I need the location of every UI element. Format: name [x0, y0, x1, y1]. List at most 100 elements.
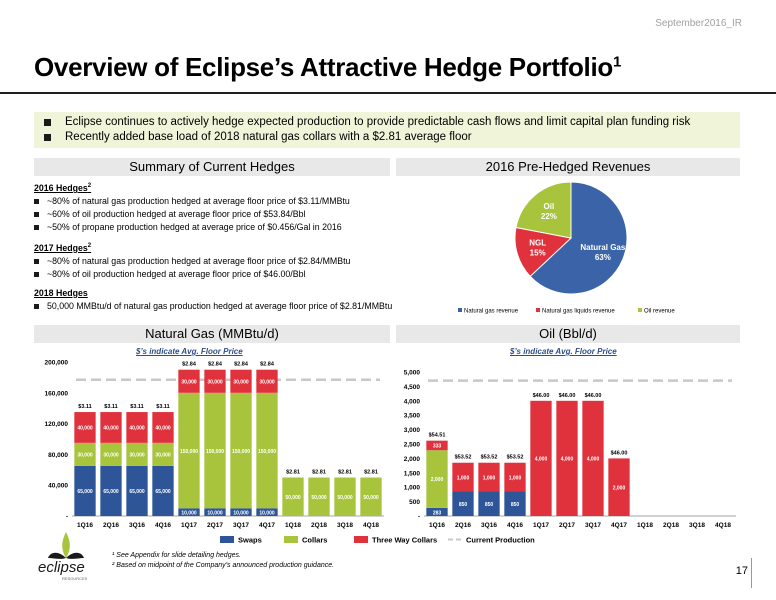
x-tick-label: 3Q18 — [337, 522, 353, 529]
hedge-item: 50,000 MMBtu/d of natural gas production… — [34, 300, 394, 313]
pie-legend-swatch — [458, 308, 462, 312]
bar-segment-three-way-collars — [426, 440, 448, 451]
bar-value-label: 65,000 — [77, 489, 93, 495]
bar-value-label: 10,000 — [207, 511, 223, 517]
y-tick-label: 3,500 — [404, 413, 421, 420]
hedge-item: ~80% of oil production hedged at average… — [34, 268, 394, 281]
floor-price-label: $2.84 — [208, 362, 223, 368]
logo-wordmark: eclipse — [38, 559, 85, 576]
page-number-divider — [751, 558, 752, 588]
bar-segment-swaps — [504, 491, 526, 516]
pie-legend-label: Oil revenue — [644, 309, 675, 315]
y-tick-label: 80,000 — [48, 452, 68, 459]
logo-subtext: RESOURCES — [62, 576, 88, 581]
bar-segment-three-way-collars — [256, 369, 278, 393]
bar-segment-swaps — [152, 465, 174, 516]
bar-value-label: 1,000 — [509, 475, 522, 481]
bar-value-label: 333 — [433, 444, 442, 450]
x-tick-label: 4Q17 — [259, 522, 275, 529]
bar-segment-three-way-collars — [582, 400, 604, 516]
pie-slice-oil — [515, 181, 572, 239]
bar-value-label: 150,000 — [232, 449, 250, 455]
footnote-2: ² Based on midpoint of the Company’s ann… — [112, 561, 335, 569]
gas-hedge-chart: - 40,000 80,000 120,000 160,000 200,000 65,000… — [45, 360, 384, 529]
key-point: Eclipse continues to actively hedge expe… — [40, 115, 734, 130]
x-tick-label: 3Q17 — [585, 522, 601, 529]
bar-value-label: 30,000 — [233, 379, 249, 385]
bar-segment-collars — [100, 442, 122, 466]
y-tick-label: - — [418, 514, 420, 521]
bar-segment-collars — [178, 392, 200, 509]
pie-label: NGL — [529, 239, 546, 248]
bar-value-label: 40,000 — [129, 426, 145, 432]
bar-segment-swaps — [478, 491, 500, 516]
x-tick-label: 3Q18 — [689, 522, 705, 529]
floor-price-label: $46.00 — [585, 393, 602, 399]
key-point: Recently added base load of 2018 natural… — [40, 130, 734, 145]
hedges-2017-title: 2017 Hedges2 — [34, 242, 92, 253]
legend-swatch — [220, 536, 234, 543]
x-tick-label: 4Q16 — [507, 522, 523, 529]
footnotes: ¹ See Appendix for slide detailing hedge… — [112, 551, 334, 570]
square-bullet-icon — [34, 271, 39, 277]
floor-price-label: $46.00 — [533, 393, 550, 399]
bar-value-label: 283 — [433, 511, 442, 517]
hedge-item: ~80% of natural gas production hedged at… — [34, 195, 394, 208]
floor-price-label: $2.84 — [260, 362, 275, 368]
x-tick-label: 3Q17 — [233, 522, 249, 529]
pie-legend-swatch — [536, 308, 540, 312]
floor-price-label: $2.81 — [286, 470, 300, 476]
y-tick-label: 2,000 — [404, 456, 421, 463]
floor-price-label: $2.81 — [364, 470, 378, 476]
hedges-2018-title: 2018 Hedges — [34, 287, 88, 298]
bar-value-label: 10,000 — [233, 511, 249, 517]
hedge-item: ~50% of propane production hedged at ave… — [34, 221, 394, 234]
bar-value-label: 30,000 — [103, 453, 119, 459]
bar-value-label: 2,000 — [431, 477, 444, 483]
y-tick-label: 500 — [409, 499, 420, 506]
legend-label: Collars — [302, 536, 327, 545]
legend-label: Three Way Collars — [372, 536, 437, 545]
hedge-legend: Swaps Collars Three Way Collars Current Pro… — [220, 536, 535, 545]
x-tick-label: 2Q16 — [455, 522, 471, 529]
floor-price-label: $46.00 — [611, 450, 628, 456]
bar-segment-swaps — [204, 508, 226, 516]
bar-segment-three-way-collars — [504, 462, 526, 492]
bar-segment-swaps — [100, 465, 122, 516]
floor-price-label: $2.84 — [182, 362, 197, 368]
hedges-2016-title: 2016 Hedges2 — [34, 182, 92, 193]
y-tick-label: 40,000 — [48, 483, 68, 490]
bar-value-label: 150,000 — [180, 449, 198, 455]
bar-value-label: 850 — [485, 502, 494, 508]
bar-segment-swaps — [178, 508, 200, 516]
oil-header: Oil (Bbl/d) — [396, 325, 740, 343]
x-tick-label: 1Q17 — [181, 522, 197, 529]
square-bullet-icon — [44, 134, 51, 141]
x-tick-label: 3Q16 — [481, 522, 497, 529]
y-tick-label: 1,500 — [404, 470, 421, 477]
bar-value-label: 65,000 — [129, 489, 145, 495]
square-bullet-icon — [34, 198, 39, 204]
bar-segment-swaps — [426, 507, 448, 516]
bar-value-label: 40,000 — [77, 426, 93, 432]
square-bullet-icon — [44, 119, 51, 126]
revenues-header: 2016 Pre-Hedged Revenues — [396, 158, 740, 176]
floor-price-label: $3.11 — [156, 404, 169, 410]
square-bullet-icon — [34, 258, 39, 264]
gas-floor-note: $’s indicate Avg. Floor Price — [136, 347, 243, 356]
bar-segment-three-way-collars — [74, 412, 96, 443]
bar-segment-swaps — [126, 465, 148, 516]
bar-segment-three-way-collars — [230, 369, 252, 393]
bar-value-label: 50,000 — [311, 495, 327, 501]
x-tick-label: 1Q18 — [637, 522, 653, 529]
bar-segment-three-way-collars — [530, 400, 552, 516]
x-tick-label: 2Q17 — [559, 522, 575, 529]
floor-price-label: $3.11 — [130, 404, 143, 410]
bar-segment-collars — [426, 450, 448, 508]
floor-price-label: $2.84 — [234, 362, 249, 368]
y-tick-label: 4,000 — [404, 398, 421, 405]
square-bullet-icon — [34, 224, 39, 230]
x-tick-label: 4Q17 — [611, 522, 627, 529]
x-tick-label: 4Q16 — [155, 522, 171, 529]
